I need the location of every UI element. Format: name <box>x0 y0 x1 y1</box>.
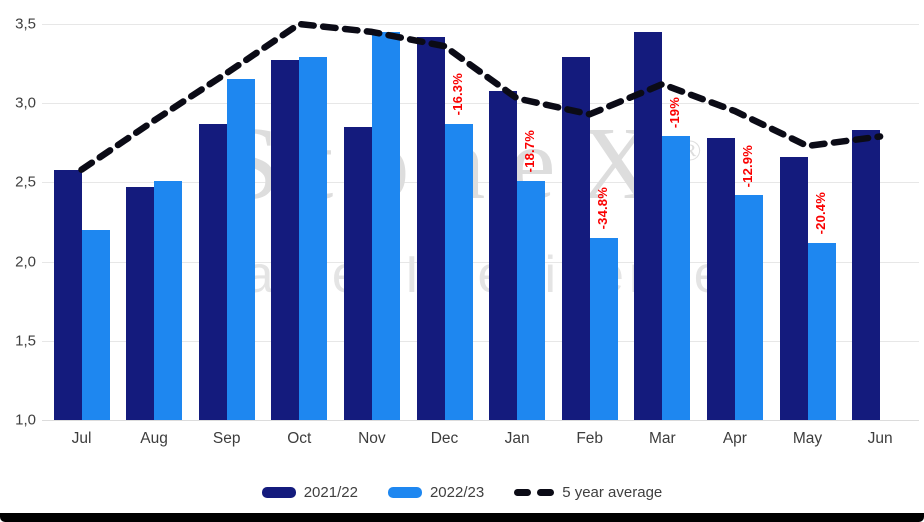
bar-2021-22-may <box>779 157 808 420</box>
bar-2021-22-nov <box>343 126 372 420</box>
x-axis-month-label-nov: Nov <box>358 430 386 447</box>
bar-2022-23-mar <box>662 136 691 420</box>
pct-change-label-feb: -34.8% <box>594 187 610 230</box>
bar-2022-23-jan <box>517 180 546 420</box>
x-axis-month-label-dec: Dec <box>430 430 459 447</box>
x-axis-month-label-jul: Jul <box>71 430 92 447</box>
gridline <box>42 261 919 263</box>
legend-swatch-2021-22 <box>261 487 296 498</box>
x-axis-month-label-sep: Sep <box>212 430 241 447</box>
bar-2022-23-aug <box>154 180 183 420</box>
bar-2022-23-nov <box>371 31 400 420</box>
chart-legend: 2021/22 2022/23 5 year average <box>0 484 924 501</box>
y-axis-tick-label: 1,5 <box>15 332 36 350</box>
x-axis-month-label-jun: Jun <box>867 430 893 447</box>
bar-2022-23-jul <box>81 229 110 420</box>
y-axis-tick-label: 3,0 <box>15 94 36 112</box>
pct-change-label-may: -20.4% <box>812 192 828 235</box>
legend-dashed-line-icon <box>514 489 555 496</box>
gridline <box>42 24 919 25</box>
pct-change-label-mar: -19% <box>667 97 683 129</box>
x-axis-month-label-oct: Oct <box>287 430 312 447</box>
bar-2021-22-jul <box>53 169 82 420</box>
bar-2022-23-may <box>807 242 836 420</box>
bar-2021-22-sep <box>198 123 227 420</box>
bar-2022-23-apr <box>734 195 763 420</box>
legend-label-2022-23: 2022/23 <box>429 484 485 501</box>
x-axis-month-label-feb: Feb <box>576 430 604 447</box>
bottom-black-border <box>0 513 924 522</box>
legend-item-2022-23: 2022/23 <box>387 484 485 501</box>
pct-change-label-jan: -18.7% <box>522 130 538 173</box>
bar-2021-22-apr <box>706 138 735 420</box>
bar-2021-22-feb <box>561 57 590 420</box>
x-axis-month-label-aug: Aug <box>140 430 168 447</box>
dash-segment <box>514 489 532 496</box>
gridline <box>42 340 919 342</box>
bar-2021-22-aug <box>126 187 155 420</box>
legend-label-2021-22: 2021/22 <box>303 484 358 501</box>
legend-label-5-year-average: 5 year average <box>562 484 663 501</box>
x-axis-month-label-jan: Jan <box>504 430 530 447</box>
bar-2021-22-jun <box>852 130 881 420</box>
dash-segment <box>537 489 555 496</box>
y-axis-tick-label: 3,5 <box>15 15 36 33</box>
gridline <box>42 103 919 105</box>
bar-2021-22-mar <box>634 31 663 420</box>
bar-2022-23-oct <box>299 57 328 420</box>
gridline <box>42 182 919 184</box>
y-axis-tick-label: 2,5 <box>15 173 36 191</box>
y-axis-tick-label: 1,0 <box>15 411 36 429</box>
pct-change-label-apr: -12.9% <box>739 144 755 188</box>
bar-2022-23-sep <box>226 79 255 420</box>
bar-2022-23-feb <box>589 237 618 420</box>
bar-2021-22-dec <box>416 36 445 420</box>
x-axis-month-label-apr: Apr <box>722 430 747 447</box>
legend-swatch-2022-23 <box>387 487 422 498</box>
bar-2021-22-oct <box>271 60 300 420</box>
legend-item-2021-22: 2021/22 <box>261 484 358 501</box>
bar-2022-23-dec <box>444 123 473 420</box>
gridline <box>42 420 919 421</box>
bar-2021-22-jan <box>489 90 518 420</box>
pct-change-label-dec: -16.3% <box>449 73 465 116</box>
legend-item-5-year-average: 5 year average <box>514 484 662 501</box>
x-axis-month-label-mar: Mar <box>648 430 676 447</box>
y-axis-tick-label: 2,0 <box>15 253 36 271</box>
x-axis-month-label-may: May <box>792 430 823 447</box>
